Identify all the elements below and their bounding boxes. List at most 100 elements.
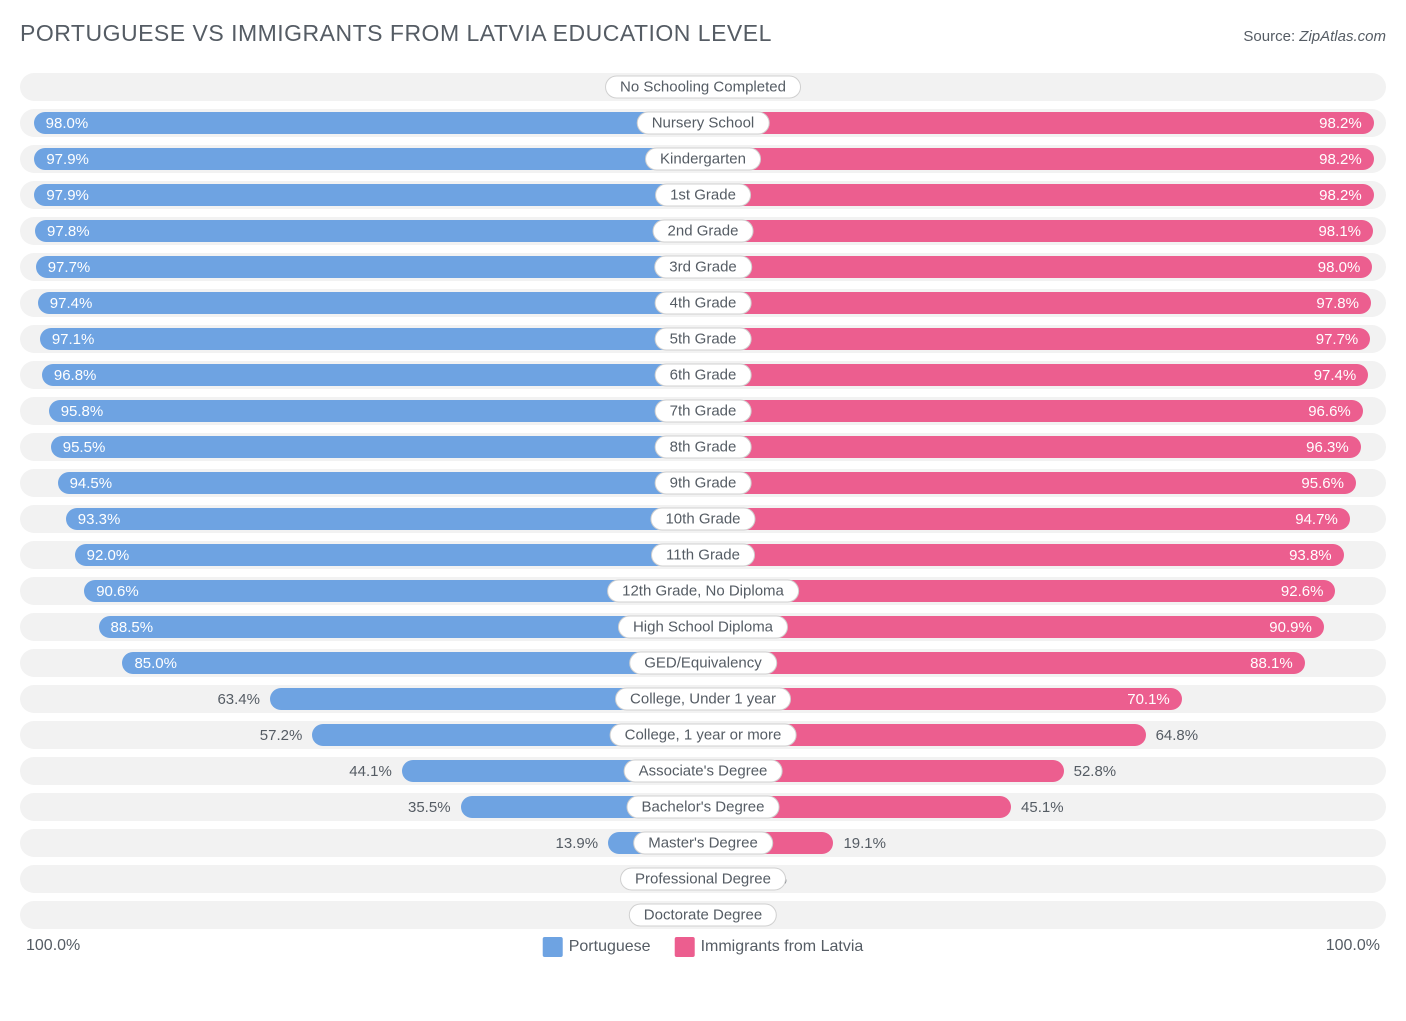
bar-left: 92.0% <box>75 544 703 566</box>
category-pill: College, 1 year or more <box>610 724 797 747</box>
category-pill: High School Diploma <box>618 616 788 639</box>
bar-value-left: 92.0% <box>87 547 130 564</box>
chart-row: 97.9%98.2%Kindergarten <box>20 145 1386 173</box>
bar-left: 94.5% <box>58 472 703 494</box>
bar-right: 90.9% <box>703 616 1324 638</box>
bar-right: 88.1% <box>703 652 1305 674</box>
category-pill: Associate's Degree <box>624 760 783 783</box>
bar-left: 97.7% <box>36 256 703 278</box>
bar-value-left: 97.4% <box>50 295 93 312</box>
category-pill: 5th Grade <box>655 328 752 351</box>
bar-left: 97.1% <box>40 328 703 350</box>
bar-value-left: 97.9% <box>46 187 89 204</box>
category-pill: Professional Degree <box>620 868 786 891</box>
bar-right: 96.3% <box>703 436 1361 458</box>
bar-value-right: 98.2% <box>1319 187 1362 204</box>
bar-value-left: 88.5% <box>111 619 154 636</box>
category-pill: 4th Grade <box>655 292 752 315</box>
chart-row: 4.1%5.8%Professional Degree <box>20 865 1386 893</box>
bar-right: 98.0% <box>703 256 1372 278</box>
chart-row: 93.3% 94.7% 10th Grade <box>20 505 1386 533</box>
bar-value-right: 19.1% <box>833 832 886 854</box>
chart-row: 85.0%88.1%GED/Equivalency <box>20 649 1386 677</box>
bar-value-left: 57.2% <box>260 724 313 746</box>
chart-row: 44.1%52.8%Associate's Degree <box>20 757 1386 785</box>
category-pill: Doctorate Degree <box>629 904 777 927</box>
category-pill: 6th Grade <box>655 364 752 387</box>
bar-value-right: 88.1% <box>1250 655 1293 672</box>
source-name: ZipAtlas.com <box>1299 28 1386 45</box>
category-pill: 8th Grade <box>655 436 752 459</box>
bar-value-left: 96.8% <box>54 367 97 384</box>
category-pill: 10th Grade <box>650 508 755 531</box>
legend-swatch-left <box>543 937 563 957</box>
bar-left: 97.9% <box>34 184 703 206</box>
axis-max-left: 100.0% <box>26 937 80 955</box>
category-pill: 3rd Grade <box>654 256 752 279</box>
bar-left: 97.8% <box>35 220 703 242</box>
bar-value-right: 64.8% <box>1146 724 1199 746</box>
chart-row: 13.9% 19.1% Master's Degree <box>20 829 1386 857</box>
chart-row: 96.8% 97.4% 6th Grade <box>20 361 1386 389</box>
chart-row: 88.5% 90.9%High School Diploma <box>20 613 1386 641</box>
bar-value-left: 85.0% <box>134 655 177 672</box>
bar-value-left: 13.9% <box>556 832 609 854</box>
bar-value-right: 52.8% <box>1064 760 1117 782</box>
chart-row: 98.0%98.2%Nursery School <box>20 109 1386 137</box>
legend-item-left: Portuguese <box>543 937 651 957</box>
bar-right: 98.2% <box>703 112 1374 134</box>
bar-right: 93.8% <box>703 544 1344 566</box>
bar-right: 96.6% <box>703 400 1363 422</box>
bar-right: 97.8% <box>703 292 1371 314</box>
bar-value-left: 63.4% <box>217 688 270 710</box>
bar-right: 98.2% <box>703 148 1374 170</box>
category-pill: 7th Grade <box>655 400 752 423</box>
bar-value-left: 95.8% <box>61 403 104 420</box>
bar-right: 98.1% <box>703 220 1373 242</box>
bar-value-left: 97.9% <box>46 151 89 168</box>
category-pill: Bachelor's Degree <box>627 796 780 819</box>
chart-title: PORTUGUESE VS IMMIGRANTS FROM LATVIA EDU… <box>20 20 772 47</box>
bar-value-left: 90.6% <box>96 583 139 600</box>
bar-value-right: 97.4% <box>1314 367 1357 384</box>
bar-value-right: 97.7% <box>1316 331 1359 348</box>
bar-right: 95.6% <box>703 472 1356 494</box>
bar-right: 97.4% <box>703 364 1368 386</box>
chart-footer: 100.0%100.0%PortugueseImmigrants from La… <box>20 937 1386 961</box>
bar-value-right: 96.3% <box>1306 439 1349 456</box>
legend-swatch-right <box>675 937 695 957</box>
chart-row: 92.0%93.8%11th Grade <box>20 541 1386 569</box>
bar-right: 98.2% <box>703 184 1374 206</box>
bar-value-left: 93.3% <box>78 511 121 528</box>
chart-row: 1.8%2.4%Doctorate Degree <box>20 901 1386 929</box>
chart-row: 97.8%98.1%2nd Grade <box>20 217 1386 245</box>
bar-value-right: 92.6% <box>1281 583 1324 600</box>
bar-value-right: 95.6% <box>1301 475 1344 492</box>
category-pill: 9th Grade <box>655 472 752 495</box>
chart-row: 95.8% 96.6%7th Grade <box>20 397 1386 425</box>
bar-left: 96.8% <box>42 364 703 386</box>
bar-left: 93.3% <box>66 508 703 530</box>
bar-value-right: 45.1% <box>1011 796 1064 818</box>
legend: Portuguese Immigrants from Latvia <box>543 937 864 957</box>
bar-value-left: 94.5% <box>70 475 113 492</box>
legend-label-right: Immigrants from Latvia <box>701 938 864 956</box>
chart-row: 94.5% 95.6% 9th Grade <box>20 469 1386 497</box>
bar-value-left: 97.7% <box>48 259 91 276</box>
chart-row: 57.2% 64.8% College, 1 year or more <box>20 721 1386 749</box>
chart-row: 2.1%1.9%No Schooling Completed <box>20 73 1386 101</box>
bar-right: 97.7% <box>703 328 1370 350</box>
bar-value-left: 95.5% <box>63 439 106 456</box>
category-pill: College, Under 1 year <box>615 688 791 711</box>
bar-value-right: 94.7% <box>1295 511 1338 528</box>
chart-row: 35.5%45.1%Bachelor's Degree <box>20 793 1386 821</box>
chart-row: 97.1% 97.7% 5th Grade <box>20 325 1386 353</box>
bar-value-right: 93.8% <box>1289 547 1332 564</box>
bar-left: 88.5% <box>99 616 703 638</box>
chart-source: Source: ZipAtlas.com <box>1243 28 1386 45</box>
bar-left: 95.5% <box>51 436 703 458</box>
bar-left: 97.4% <box>38 292 703 314</box>
category-pill: Master's Degree <box>633 832 773 855</box>
bar-value-right: 98.2% <box>1319 115 1362 132</box>
diverging-bar-chart: 2.1%1.9%No Schooling Completed98.0%98.2%… <box>20 65 1386 1001</box>
